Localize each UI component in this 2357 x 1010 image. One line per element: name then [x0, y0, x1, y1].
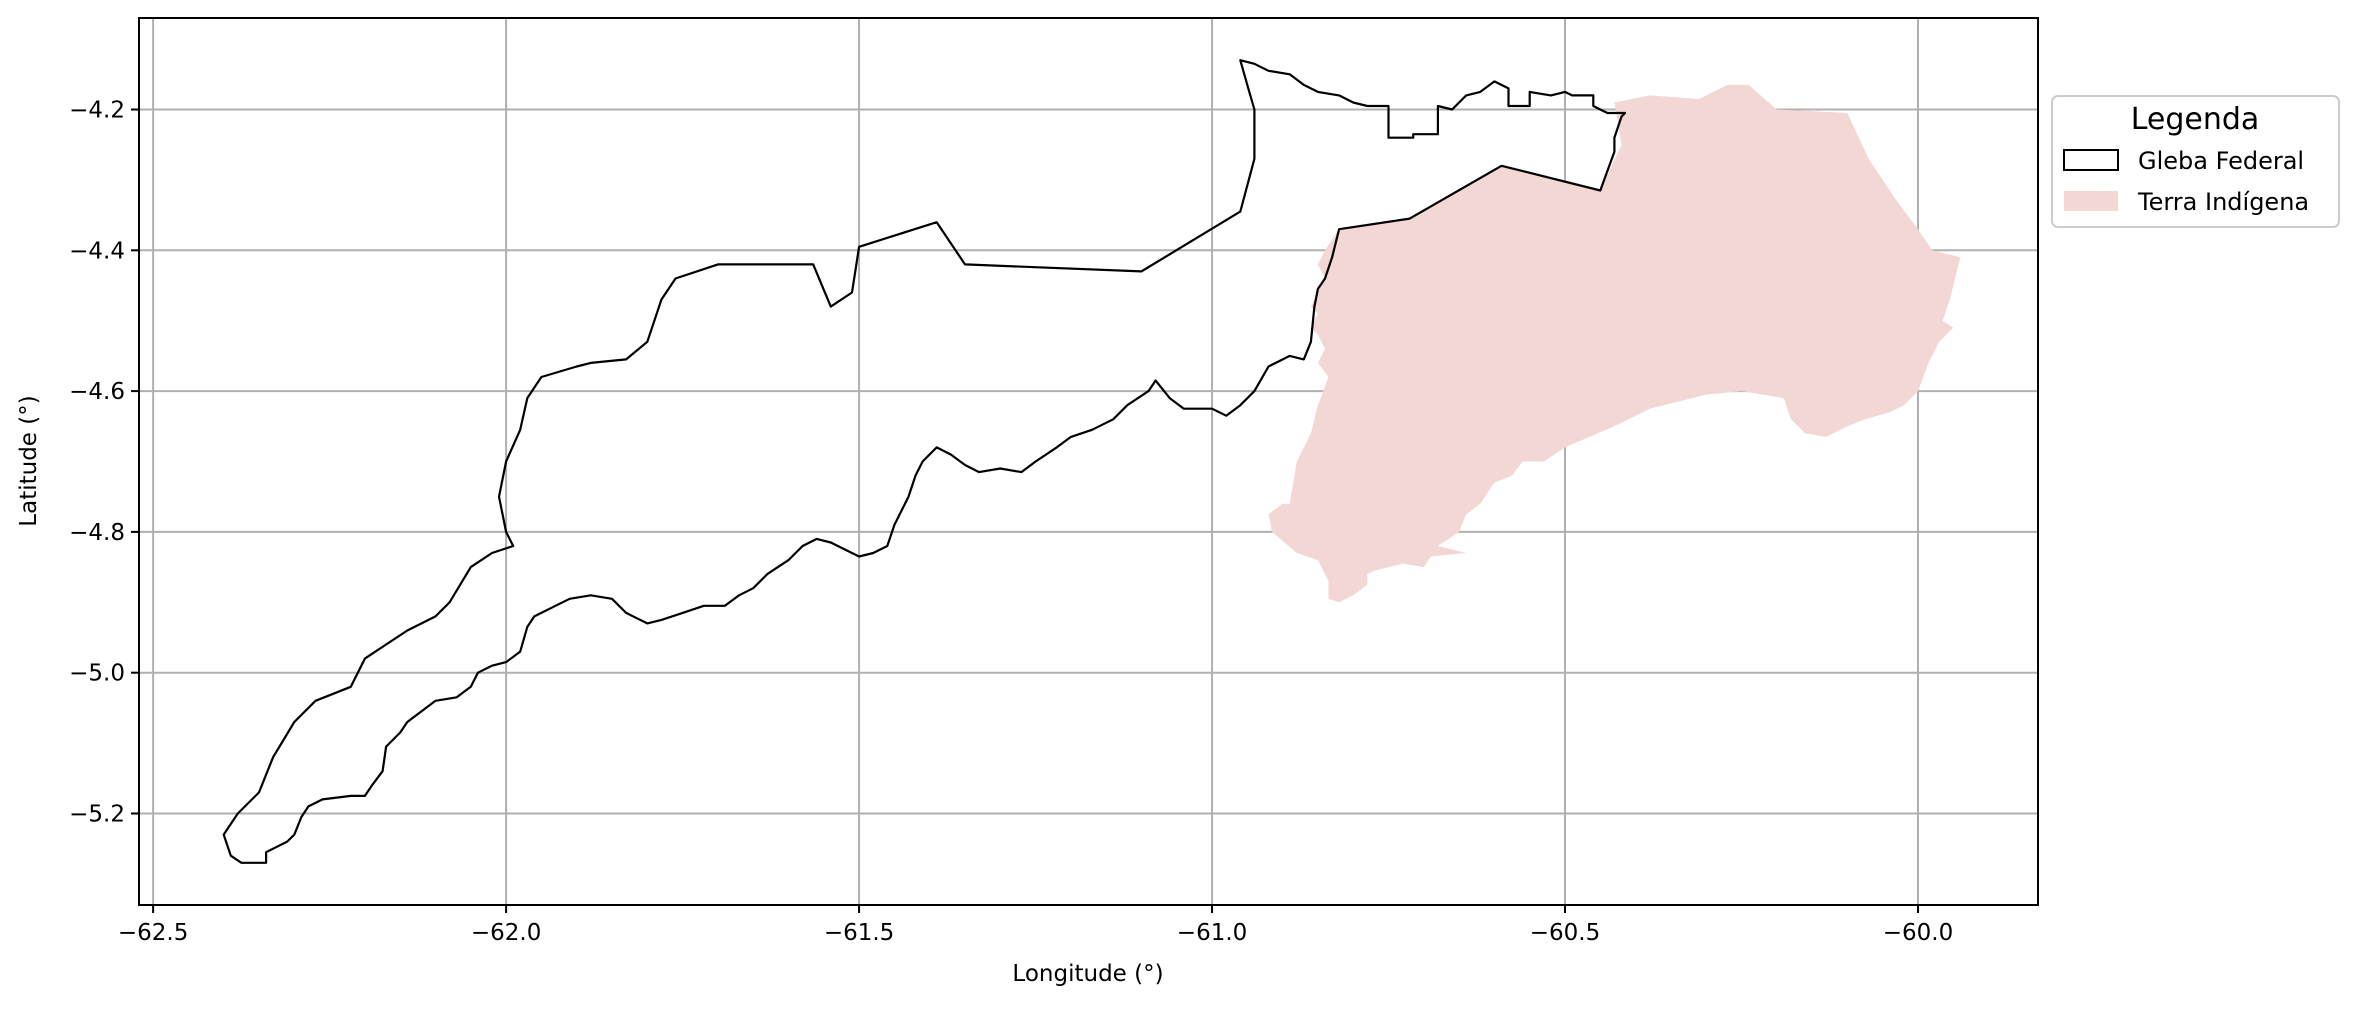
y-tick-label: −5.0: [69, 661, 125, 687]
y-tick-label: −4.8: [69, 520, 125, 546]
legend-label-gleba: Gleba Federal: [2138, 147, 2304, 175]
x-axis-label: Longitude (°): [1012, 961, 1163, 987]
legend: Legenda Gleba Federal Terra Indígena: [2051, 95, 2340, 228]
y-axis-label: Latitude (°): [16, 395, 42, 526]
axis-ticks: −62.5 −62.0 −61.5 −61.0 −60.5 −60.0 −4.2 −4.4 −4…: [69, 98, 1953, 946]
legend-swatch-terra: [2064, 191, 2118, 211]
y-tick-label: −4.4: [69, 238, 125, 264]
x-tick-label: −60.5: [1530, 920, 1600, 946]
gleba-federal-polygon: [222, 59, 1627, 864]
legend-swatch-gleba: [2063, 149, 2119, 171]
x-tick-label: −62.0: [471, 920, 541, 946]
legend-title: Legenda: [2131, 102, 2260, 137]
y-tick-label: −4.2: [69, 98, 125, 124]
y-tick-label: −5.2: [69, 801, 125, 827]
x-tick-label: −60.0: [1883, 920, 1953, 946]
legend-frame: [2051, 95, 2340, 228]
terra-indigena-polygon: [1268, 84, 1961, 603]
map-layers: [222, 59, 1961, 864]
x-tick-label: −62.5: [118, 920, 188, 946]
plot-frame: [138, 17, 2039, 906]
y-tick-label: −4.6: [69, 379, 125, 405]
x-tick-label: −61.0: [1177, 920, 1247, 946]
x-tick-label: −61.5: [824, 920, 894, 946]
legend-label-terra: Terra Indígena: [2137, 188, 2309, 216]
